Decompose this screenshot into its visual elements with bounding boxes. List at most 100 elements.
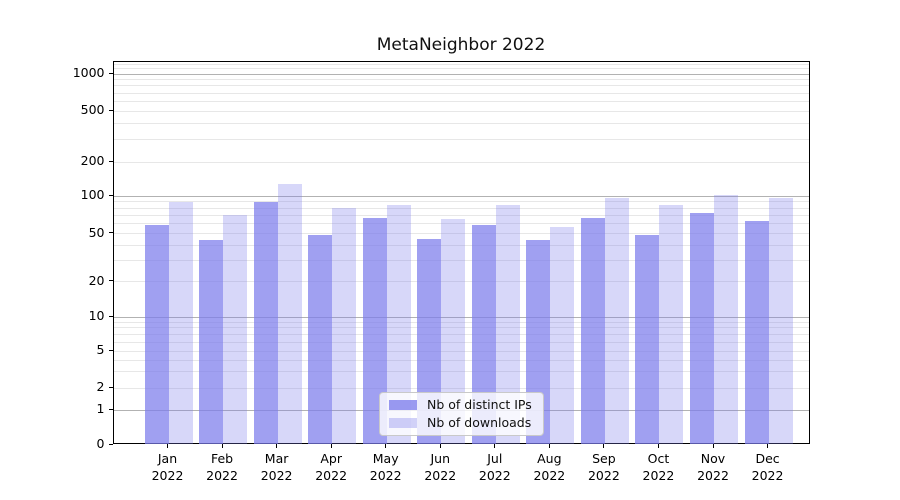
gridline-minor [113,110,809,112]
bar-distinct-ips [635,234,660,444]
x-tick-label: Apr 2022 [315,451,348,483]
gridline-minor [113,201,809,203]
gridline-minor [113,327,809,329]
y-tick-mark [108,232,113,233]
y-tick-label: 100 [80,187,105,202]
bar-downloads [277,183,302,444]
bar-distinct-ips [744,220,769,444]
x-tick-mark [385,444,387,448]
gridline-minor [113,100,809,102]
gridline-minor [113,333,809,335]
gridline-minor [113,281,809,282]
x-tick-mark [439,444,441,448]
x-tick-label: Oct 2022 [642,451,675,483]
gridline-minor [113,341,809,343]
gridline-minor [113,207,809,209]
bar-downloads [659,205,684,444]
y-tick-mark [108,194,113,196]
x-tick-mark [221,444,223,448]
y-tick-label: 1000 [72,65,105,80]
y-tick-mark [108,160,113,162]
gridline-minor [113,387,809,389]
y-tick-mark [108,349,113,351]
bar-downloads [168,201,193,444]
x-tick-label: Jan 2022 [151,451,184,483]
gridline-minor [113,68,809,70]
gridline-minor [113,138,809,140]
bar-downloads [223,215,248,444]
gridline-major [113,316,809,318]
x-tick-label: Mar 2022 [260,451,293,483]
legend-row-distinct-ips: Nb of distinct IPs [389,398,534,412]
chart-title: MetaNeighbor 2022 [376,35,546,55]
x-tick-mark [767,444,769,448]
x-tick-label: Feb 2022 [206,451,238,483]
gridline-minor [113,63,809,65]
legend-label-distinct-ips: Nb of distinct IPs [427,397,532,412]
bar-downloads [714,194,738,444]
x-tick-label: Dec 2022 [751,451,784,483]
gridline-major [113,195,809,197]
y-tick-label: 500 [80,102,105,117]
gridline-minor [113,371,809,373]
gridline-minor [113,259,809,261]
x-tick-mark [276,444,278,448]
y-tick-mark [108,109,113,111]
legend-row-downloads: Nb of downloads [389,416,534,430]
x-tick-label: Jul 2022 [478,451,511,483]
y-tick-mark [108,72,113,74]
gridline-minor [113,244,809,246]
bar-distinct-ips [580,218,605,444]
y-tick-label: 2 [96,379,105,394]
y-tick-label: 1 [96,401,105,416]
y-tick-mark [108,443,113,445]
x-tick-label: Nov 2022 [697,451,729,483]
gridline-minor [113,85,809,87]
legend-swatch-downloads-icon [389,418,417,428]
y-tick-label: 10 [88,308,105,323]
x-tick-label: Aug 2022 [533,451,566,483]
bar-downloads [768,197,793,444]
x-tick-mark [330,444,332,448]
gridline-minor [113,122,809,124]
legend-label-downloads: Nb of downloads [427,415,532,430]
x-tick-mark [494,444,496,448]
gridline-minor [113,161,809,163]
y-tick-label: 0 [96,436,105,451]
x-tick-mark [712,444,714,448]
bar-downloads [604,197,629,444]
gridline-minor [113,359,809,361]
y-tick-mark [108,386,113,388]
gridline-minor [113,233,809,234]
bar-distinct-ips [690,213,714,444]
bar-distinct-ips [308,234,333,444]
bar-distinct-ips [199,240,224,444]
y-tick-label: 5 [96,342,105,357]
bar-downloads [550,227,575,444]
gridline-minor [113,223,809,225]
x-tick-mark [548,444,550,448]
gridline-major [113,73,809,75]
x-tick-mark [657,444,659,448]
x-tick-label: Jun 2022 [424,451,457,483]
gridline-minor [113,214,809,216]
legend-swatch-distinct-ips-icon [389,400,417,410]
gridline-minor [113,92,809,94]
y-tick-label: 200 [80,153,105,168]
gridline-minor [113,321,809,323]
y-tick-mark [108,280,113,281]
y-tick-mark [108,315,113,317]
x-tick-mark [603,444,605,448]
x-tick-label: May 2022 [369,451,402,483]
bar-distinct-ips [253,201,278,444]
gridline-minor [113,350,809,352]
gridline-minor [113,79,809,81]
x-tick-label: Sep 2022 [587,451,620,483]
bar-downloads [332,208,357,444]
y-tick-label: 20 [88,272,105,288]
bar-distinct-ips [144,224,169,444]
legend: Nb of distinct IPs Nb of downloads [379,392,544,436]
y-tick-label: 50 [88,224,105,240]
plot-area [112,61,810,444]
